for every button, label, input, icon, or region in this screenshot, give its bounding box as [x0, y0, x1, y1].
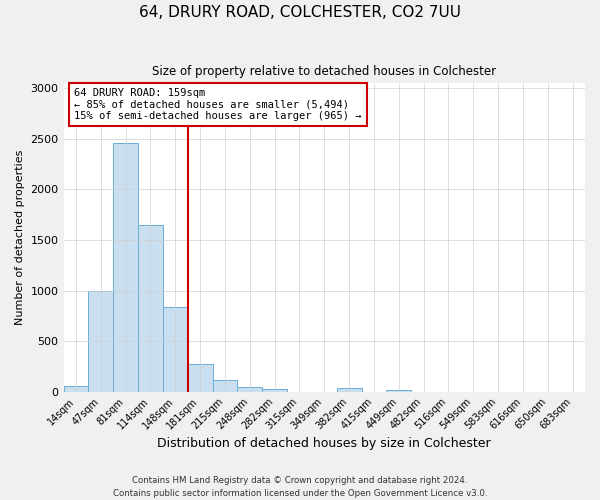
Text: 64 DRURY ROAD: 159sqm
← 85% of detached houses are smaller (5,494)
15% of semi-d: 64 DRURY ROAD: 159sqm ← 85% of detached …	[74, 88, 361, 121]
Bar	[163, 307, 188, 392]
Bar	[386, 390, 411, 392]
Title: Size of property relative to detached houses in Colchester: Size of property relative to detached ho…	[152, 65, 496, 78]
Bar	[238, 386, 262, 392]
Bar	[64, 386, 88, 392]
Bar	[212, 380, 238, 392]
Text: Contains HM Land Registry data © Crown copyright and database right 2024.
Contai: Contains HM Land Registry data © Crown c…	[113, 476, 487, 498]
Bar	[88, 290, 113, 392]
Bar	[113, 143, 138, 392]
Bar	[188, 364, 212, 392]
Text: 64, DRURY ROAD, COLCHESTER, CO2 7UU: 64, DRURY ROAD, COLCHESTER, CO2 7UU	[139, 5, 461, 20]
Y-axis label: Number of detached properties: Number of detached properties	[15, 150, 25, 325]
Bar	[262, 388, 287, 392]
X-axis label: Distribution of detached houses by size in Colchester: Distribution of detached houses by size …	[157, 437, 491, 450]
Bar	[337, 388, 362, 392]
Bar	[138, 225, 163, 392]
